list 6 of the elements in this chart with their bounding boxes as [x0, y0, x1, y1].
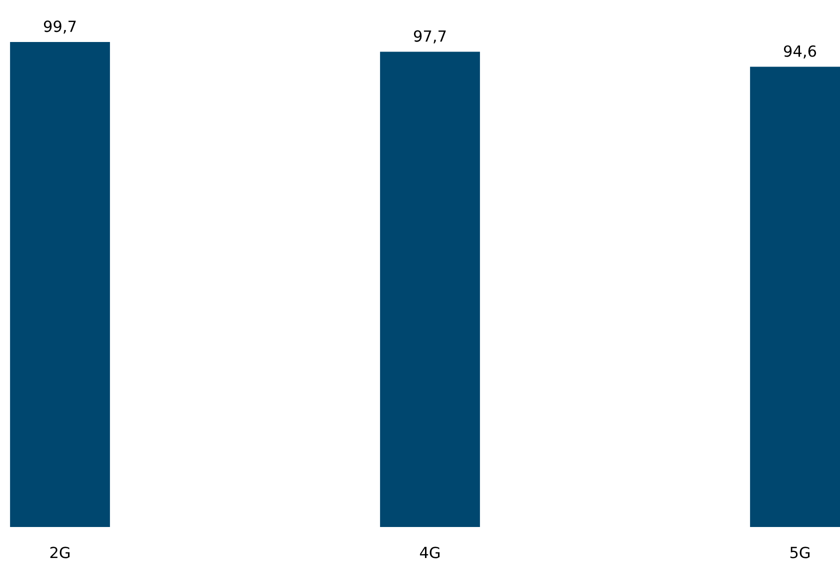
data-label: 99,7 [44, 20, 76, 34]
data-label: 94,6 [784, 45, 816, 58]
data-label: 97,7 [414, 30, 446, 44]
x-tick-label: 4G [420, 546, 440, 558]
x-tick-label: 2G [50, 546, 70, 558]
x-tick-label: 5G [790, 546, 810, 558]
